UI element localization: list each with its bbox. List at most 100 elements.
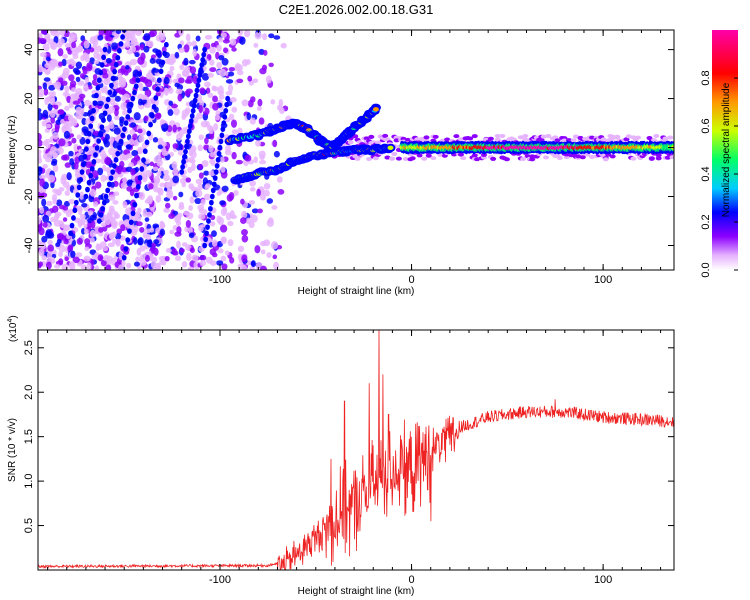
heatmap-cell [273, 150, 280, 158]
heatmap-cell [184, 107, 191, 115]
heatmap-cell [61, 71, 70, 79]
heatmap-cell [173, 107, 180, 116]
heatmap-streak [103, 193, 109, 200]
heatmap-cell [393, 138, 400, 143]
heatmap-cell [120, 65, 126, 74]
heatmap-cell [203, 193, 211, 201]
heatmap-cell [155, 112, 162, 119]
heatmap-cell [229, 97, 237, 103]
heatmap-cell [196, 112, 203, 120]
heatmap-streak [88, 172, 94, 179]
heatmap-cell [142, 208, 148, 217]
heatmap-cell [195, 178, 203, 185]
heatmap-streak [220, 126, 226, 132]
heatmap-streak [93, 152, 98, 158]
heatmap-cell [47, 174, 56, 183]
heatmap-cell [179, 64, 185, 71]
colorbar-tick-label: 0.6 [700, 118, 712, 133]
heatmap-streak [221, 120, 227, 126]
colorbar: 0.0 0.2 0.4 0.6 0.8 Normalized spectral ampl… [700, 30, 738, 278]
heatmap-cell [53, 81, 62, 90]
heatmap-cell [257, 98, 263, 107]
heatmap-cell [68, 150, 74, 157]
heatmap-cell [50, 59, 58, 68]
heatmap-streak [139, 166, 145, 172]
heatmap-cell [134, 52, 140, 58]
heatmap-cell [76, 45, 84, 53]
heatmap-cell [129, 78, 137, 85]
heatmap-cell [42, 109, 49, 119]
heatmap-cell [168, 213, 176, 220]
heatmap-cell [219, 224, 228, 233]
heatmap-cell [122, 109, 128, 116]
heatmap-cell [86, 262, 92, 270]
heatmap-streak [122, 126, 127, 132]
heatmap-cell [201, 160, 209, 168]
heatmap-cell [192, 75, 199, 85]
heatmap-streak [104, 103, 110, 110]
snr-frame [37, 329, 675, 571]
heatmap-branch-cell [372, 107, 379, 112]
heatmap-cell [268, 33, 275, 39]
heatmap-streak [193, 92, 199, 99]
heatmap-cell [158, 255, 165, 262]
heatmap-cell [107, 105, 116, 114]
heatmap-cell [220, 255, 227, 262]
x-tick-label: -100 [209, 274, 231, 286]
heatmap-cell [268, 217, 274, 224]
heatmap-cell [52, 132, 59, 140]
y-tick-label: 0.5 [23, 518, 35, 533]
heatmap-cell [211, 230, 217, 238]
heatmap-cell [138, 82, 144, 91]
heatmap-cell [382, 133, 389, 138]
heatmap-cell [178, 201, 184, 208]
heatmap-streak [100, 205, 106, 212]
heatmap-cell [163, 87, 169, 95]
heatmap-streak [142, 148, 148, 155]
heatmap-cell [81, 117, 87, 126]
heatmap-cell [100, 87, 107, 94]
heatmap-cell [44, 118, 51, 124]
y-tick-label: 1.5 [23, 429, 35, 444]
heatmap-cell [172, 143, 179, 149]
heatmap-streak [183, 148, 188, 155]
heatmap-cell [347, 140, 354, 145]
heatmap-cell [146, 196, 153, 205]
heatmap-cell [86, 64, 93, 72]
heatmap-streak [204, 230, 209, 237]
heatmap-streak [185, 133, 191, 140]
heatmap-cell [50, 30, 56, 35]
heatmap-streak [225, 95, 231, 102]
heatmap-cell [250, 214, 258, 223]
heatmap-cell [45, 230, 52, 239]
heatmap-streak [96, 218, 102, 224]
heatmap-cell [129, 122, 137, 128]
heatmap-cell [112, 200, 119, 205]
heatmap-cell [38, 248, 45, 257]
heatmap-cell [229, 38, 237, 46]
heatmap-streak [153, 95, 159, 101]
heatmap-cell [280, 42, 287, 49]
heatmap-cell [188, 183, 194, 190]
heatmap-cell [39, 206, 45, 214]
heatmap-cell [83, 40, 90, 49]
heatmap-cell [221, 263, 228, 270]
heatmap-cell [225, 90, 233, 96]
heatmap-cell [169, 229, 175, 235]
heatmap-cell [135, 221, 143, 227]
heatmap-cell [150, 247, 156, 254]
heatmap-cell [216, 44, 222, 52]
heatmap-cell [189, 66, 197, 74]
heatmap-cell [211, 252, 218, 258]
heatmap-cell [241, 99, 249, 107]
heatmap-cell [270, 99, 276, 105]
heatmap-streak [162, 50, 167, 57]
heatmap-cell [66, 172, 72, 181]
heatmap-cell [236, 78, 244, 84]
heatmap-cell [188, 205, 194, 211]
heatmap-cell [207, 92, 214, 98]
heatmap-cell [201, 209, 208, 215]
heatmap-streak [98, 212, 104, 218]
heatmap-cell [120, 182, 128, 189]
heatmap-cell [159, 228, 166, 237]
